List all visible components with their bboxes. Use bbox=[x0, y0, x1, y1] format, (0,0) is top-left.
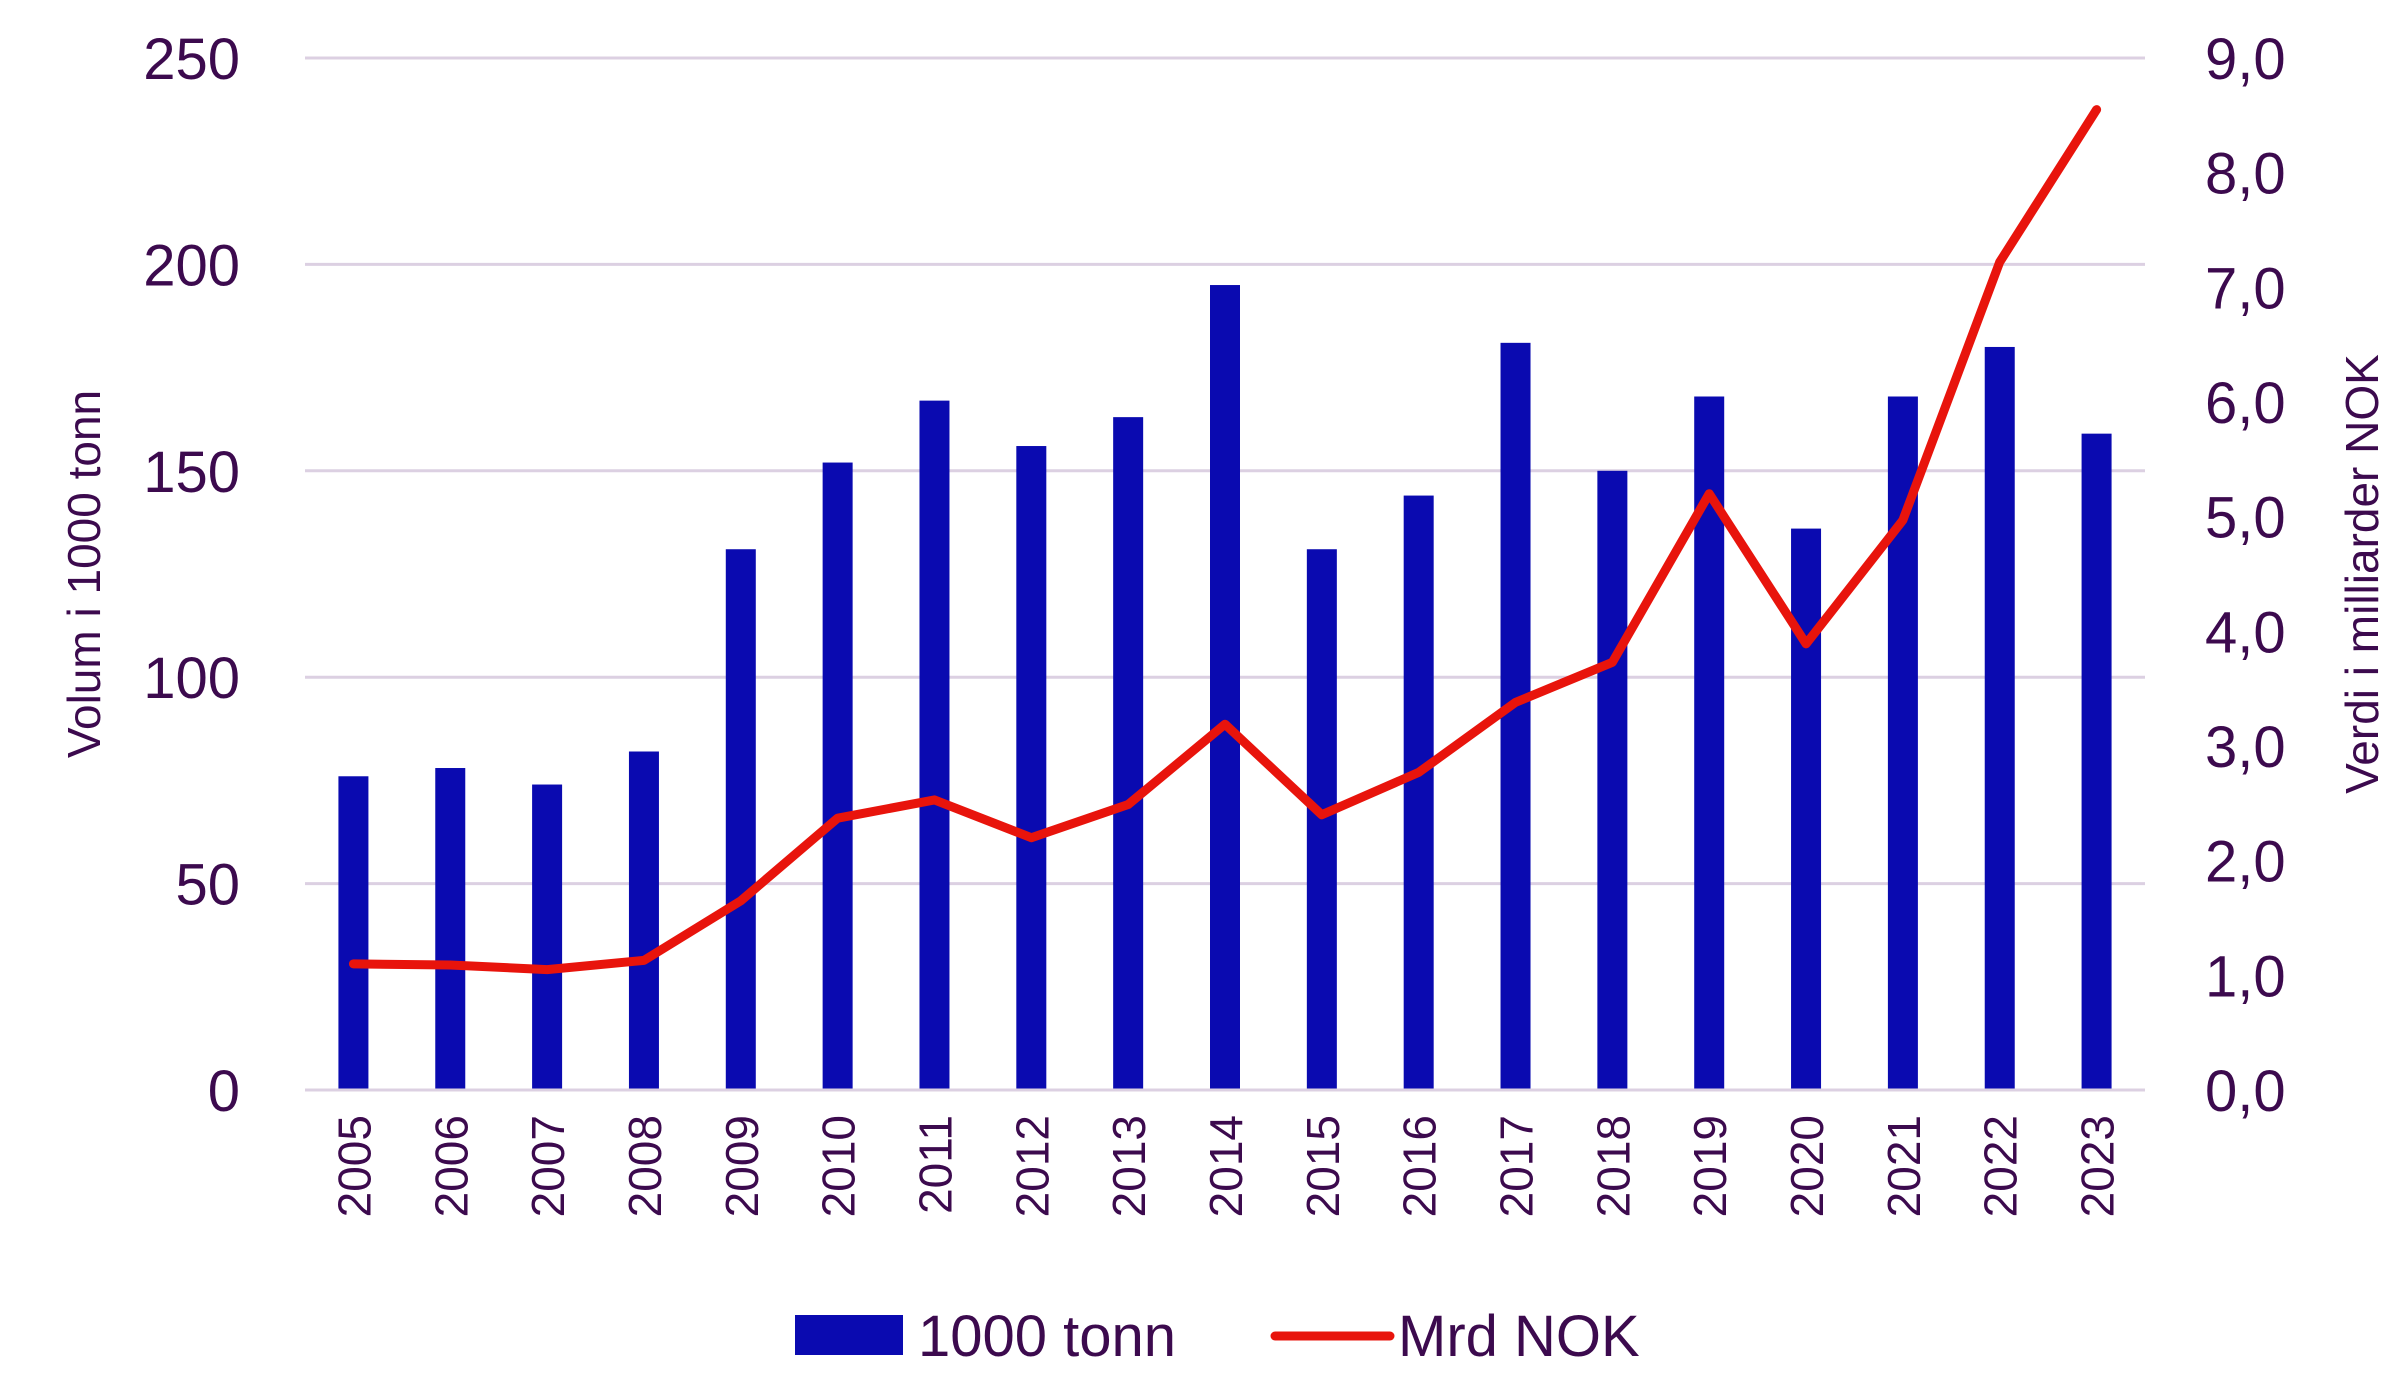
x-tick-label: 2023 bbox=[2072, 1115, 2124, 1217]
bar bbox=[532, 784, 563, 1090]
x-tick-label: 2009 bbox=[716, 1115, 768, 1217]
x-tick-label: 2011 bbox=[909, 1115, 961, 1214]
bar bbox=[1403, 495, 1434, 1090]
y-right-tick-label: 8,0 bbox=[2205, 142, 2286, 207]
x-tick-label: 2018 bbox=[1587, 1115, 1639, 1217]
y-left-tick-label: 50 bbox=[175, 853, 240, 918]
bar bbox=[338, 776, 369, 1090]
y-right-tick-label: 4,0 bbox=[2205, 600, 2286, 665]
x-tick-label: 2020 bbox=[1781, 1115, 1833, 1217]
bar bbox=[1016, 446, 1047, 1091]
x-tick-label: 2010 bbox=[813, 1115, 865, 1217]
x-tick-label: 2022 bbox=[1975, 1115, 2027, 1217]
x-tick-label: 2007 bbox=[522, 1115, 574, 1217]
line-series-path bbox=[348, 105, 2102, 975]
y-right-tick-label: 2,0 bbox=[2205, 830, 2286, 895]
bar bbox=[1500, 342, 1531, 1090]
bar bbox=[1210, 285, 1240, 1090]
bar bbox=[725, 549, 756, 1090]
bar bbox=[1984, 346, 2015, 1091]
bar bbox=[1113, 417, 1144, 1090]
axes: 0 50 100 150 200 250 0,0 1,0 2,0 3,0 4,0 5,0 6,0 7,0 8… bbox=[143, 27, 2285, 1217]
x-tick-label: 2017 bbox=[1491, 1115, 1543, 1217]
x-tick-label: 2019 bbox=[1684, 1115, 1736, 1217]
y-right-tick-label: 5,0 bbox=[2205, 486, 2286, 551]
bar bbox=[1791, 528, 1822, 1090]
x-tick-label: 2013 bbox=[1103, 1115, 1155, 1217]
y-right-tick-label: 9,0 bbox=[2205, 27, 2286, 92]
x-tick-label: 2014 bbox=[1200, 1115, 1252, 1217]
x-tick-label: 2016 bbox=[1394, 1115, 1446, 1217]
y-left-tick-label: 200 bbox=[143, 233, 240, 298]
y-right-tick-label: 1,0 bbox=[2205, 944, 2286, 1009]
y-left-tick-label: 100 bbox=[143, 646, 240, 711]
bar bbox=[435, 768, 466, 1090]
x-tick-label: 2008 bbox=[619, 1115, 671, 1217]
y-left-tick-label: 250 bbox=[143, 27, 240, 92]
x-tick-label: 2021 bbox=[1878, 1115, 1930, 1217]
bar bbox=[919, 400, 950, 1090]
bar bbox=[628, 751, 659, 1090]
x-tick-label: 2006 bbox=[425, 1115, 477, 1217]
y-left-tick-label: 150 bbox=[143, 440, 240, 505]
y-right-tick-label: 3,0 bbox=[2205, 715, 2286, 780]
legend-swatch-bars bbox=[795, 1315, 903, 1355]
legend: 1000 tonn Mrd NOK bbox=[795, 1304, 1640, 1369]
x-tick-label: 2012 bbox=[1006, 1115, 1058, 1217]
bar bbox=[822, 462, 853, 1090]
bar bbox=[1597, 470, 1628, 1090]
legend-label-line: Mrd NOK bbox=[1398, 1304, 1640, 1369]
bar bbox=[1306, 549, 1337, 1090]
y-right-tick-label: 7,0 bbox=[2205, 256, 2286, 321]
line-series bbox=[348, 105, 2102, 975]
bar bbox=[2081, 433, 2112, 1090]
y-axis-right-title: Verdi i milliarder NOK bbox=[2336, 354, 2388, 794]
x-tick-label: 2015 bbox=[1297, 1115, 1349, 1217]
y-right-tick-label: 0,0 bbox=[2205, 1059, 2286, 1124]
legend-label-bars: 1000 tonn bbox=[918, 1304, 1176, 1369]
x-tick-label: 2005 bbox=[328, 1115, 380, 1217]
y-axis-left-title: Volum i 1000 tonn bbox=[58, 390, 110, 758]
bar-series bbox=[338, 285, 2112, 1091]
y-left-tick-label: 0 bbox=[208, 1059, 240, 1124]
y-right-tick-label: 6,0 bbox=[2205, 371, 2286, 436]
